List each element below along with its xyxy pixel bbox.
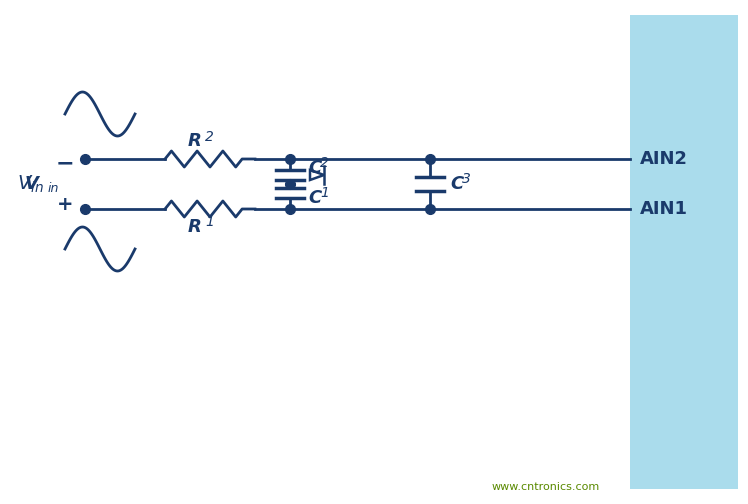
Text: AIN1: AIN1 bbox=[640, 200, 688, 218]
Text: R: R bbox=[188, 132, 202, 150]
Text: in: in bbox=[48, 182, 59, 196]
Bar bbox=[630, 15, 738, 489]
Text: $V_{in}$: $V_{in}$ bbox=[16, 173, 43, 195]
Text: 1: 1 bbox=[205, 215, 214, 229]
Text: +: + bbox=[57, 196, 73, 215]
Text: AIN2: AIN2 bbox=[640, 150, 688, 168]
Text: C: C bbox=[450, 175, 463, 193]
Text: R: R bbox=[188, 218, 202, 236]
Text: 3: 3 bbox=[462, 172, 471, 186]
Text: C: C bbox=[308, 159, 321, 177]
Text: V: V bbox=[25, 175, 39, 193]
Text: 2: 2 bbox=[320, 156, 329, 170]
Text: C: C bbox=[308, 189, 321, 207]
Text: www.cntronics.com: www.cntronics.com bbox=[491, 482, 600, 492]
Text: 1: 1 bbox=[320, 186, 329, 200]
Text: −: − bbox=[55, 153, 74, 173]
Text: 2: 2 bbox=[205, 130, 214, 144]
